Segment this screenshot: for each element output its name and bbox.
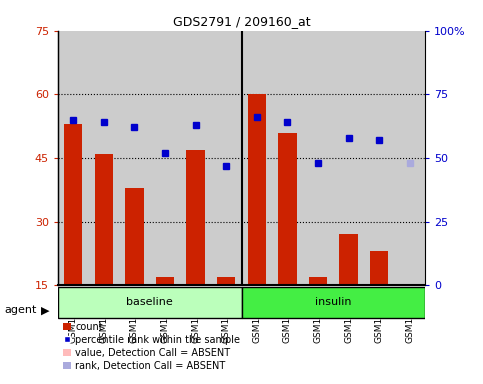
Text: baseline: baseline (127, 297, 173, 307)
Legend: count, percentile rank within the sample, value, Detection Call = ABSENT, rank, : count, percentile rank within the sample… (63, 322, 241, 371)
Bar (150, 31, 180, 285)
Bar (58, 31, 88, 285)
Bar (309, 277, 327, 285)
Bar (95, 154, 113, 285)
Bar (211, 31, 242, 285)
Bar (340, 235, 358, 285)
Bar (180, 31, 211, 285)
Text: agent: agent (5, 305, 37, 315)
Bar (186, 149, 205, 285)
Bar (119, 31, 150, 285)
Bar (64, 124, 83, 285)
Bar (333, 31, 364, 285)
Bar (364, 31, 395, 285)
Bar (217, 277, 235, 285)
Bar (278, 132, 297, 285)
Bar (303, 31, 333, 285)
Bar (156, 277, 174, 285)
Bar (125, 188, 143, 285)
Bar (395, 31, 425, 285)
Bar (370, 252, 388, 285)
Text: ▶: ▶ (41, 305, 50, 315)
Bar (58, 287, 242, 318)
Bar (88, 31, 119, 285)
Title: GDS2791 / 209160_at: GDS2791 / 209160_at (173, 15, 310, 28)
Bar (242, 31, 272, 285)
Bar (248, 94, 266, 285)
Text: insulin: insulin (315, 297, 352, 307)
Bar (242, 287, 425, 318)
Bar (272, 31, 303, 285)
